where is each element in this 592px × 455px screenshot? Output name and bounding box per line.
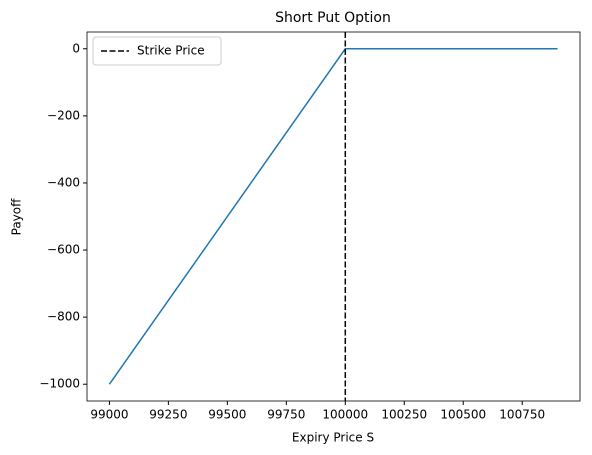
y-tick-label: −800: [47, 310, 80, 324]
chart-title: Short Put Option: [275, 10, 391, 26]
x-tick-label: 100750: [499, 408, 545, 422]
plot-frame: [86, 31, 581, 402]
y-axis-label: Payoff: [10, 198, 24, 235]
legend-box: [92, 36, 222, 66]
y-tick-label: −1000: [39, 377, 80, 391]
line-series: [108, 48, 558, 385]
x-tick-label: 99000: [90, 408, 128, 422]
legend-label: Strike Price: [137, 44, 205, 58]
y-tick-label: −600: [47, 243, 80, 257]
y-tick-label: 0: [72, 41, 80, 55]
x-tick-label: 99250: [149, 408, 187, 422]
y-tick-label: −200: [47, 108, 80, 122]
x-tick-label: 99750: [267, 408, 305, 422]
y-tick-label: −400: [47, 175, 80, 189]
x-tick-label: 100000: [322, 408, 368, 422]
x-tick-label: 99500: [208, 408, 246, 422]
x-tick-label: 100500: [440, 408, 486, 422]
x-tick-label: 100250: [381, 408, 427, 422]
x-axis-label: Expiry Price S: [292, 431, 374, 445]
